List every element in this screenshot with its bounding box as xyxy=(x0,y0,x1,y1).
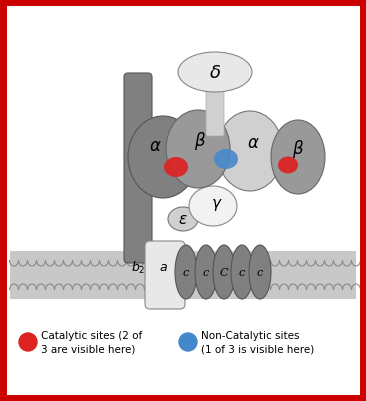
Text: c: c xyxy=(239,267,245,277)
Text: Non-Catalytic sites
(1 of 3 is visible here): Non-Catalytic sites (1 of 3 is visible h… xyxy=(201,330,314,354)
Ellipse shape xyxy=(168,207,198,231)
Ellipse shape xyxy=(217,112,283,192)
Text: Catalytic sites (2 of
3 are visible here): Catalytic sites (2 of 3 are visible here… xyxy=(41,330,142,354)
Circle shape xyxy=(19,333,37,351)
Text: C: C xyxy=(220,267,228,277)
Ellipse shape xyxy=(249,245,271,299)
Text: $\alpha$: $\alpha$ xyxy=(149,138,161,155)
Circle shape xyxy=(179,333,197,351)
Text: c: c xyxy=(183,267,189,277)
Ellipse shape xyxy=(175,245,197,299)
Ellipse shape xyxy=(214,150,238,170)
Ellipse shape xyxy=(278,157,298,174)
Text: $\delta$: $\delta$ xyxy=(209,64,221,82)
Text: c: c xyxy=(257,267,263,277)
Text: $\alpha$: $\alpha$ xyxy=(247,135,259,152)
Bar xyxy=(10,251,356,299)
Ellipse shape xyxy=(189,186,237,227)
Ellipse shape xyxy=(271,121,325,194)
FancyBboxPatch shape xyxy=(124,74,152,263)
Ellipse shape xyxy=(166,111,230,188)
Ellipse shape xyxy=(178,53,252,93)
Text: $\beta$: $\beta$ xyxy=(194,130,206,152)
Text: $a$: $a$ xyxy=(158,261,167,274)
Text: $\gamma$: $\gamma$ xyxy=(211,196,223,213)
Text: $\varepsilon$: $\varepsilon$ xyxy=(178,213,188,227)
Text: $b_2$: $b_2$ xyxy=(131,259,145,275)
Ellipse shape xyxy=(195,245,217,299)
Ellipse shape xyxy=(128,117,198,198)
Ellipse shape xyxy=(213,245,235,299)
Text: $\beta$: $\beta$ xyxy=(292,138,304,160)
FancyBboxPatch shape xyxy=(145,241,185,309)
Ellipse shape xyxy=(231,245,253,299)
Ellipse shape xyxy=(164,158,188,178)
FancyBboxPatch shape xyxy=(206,71,224,137)
Text: c: c xyxy=(203,267,209,277)
